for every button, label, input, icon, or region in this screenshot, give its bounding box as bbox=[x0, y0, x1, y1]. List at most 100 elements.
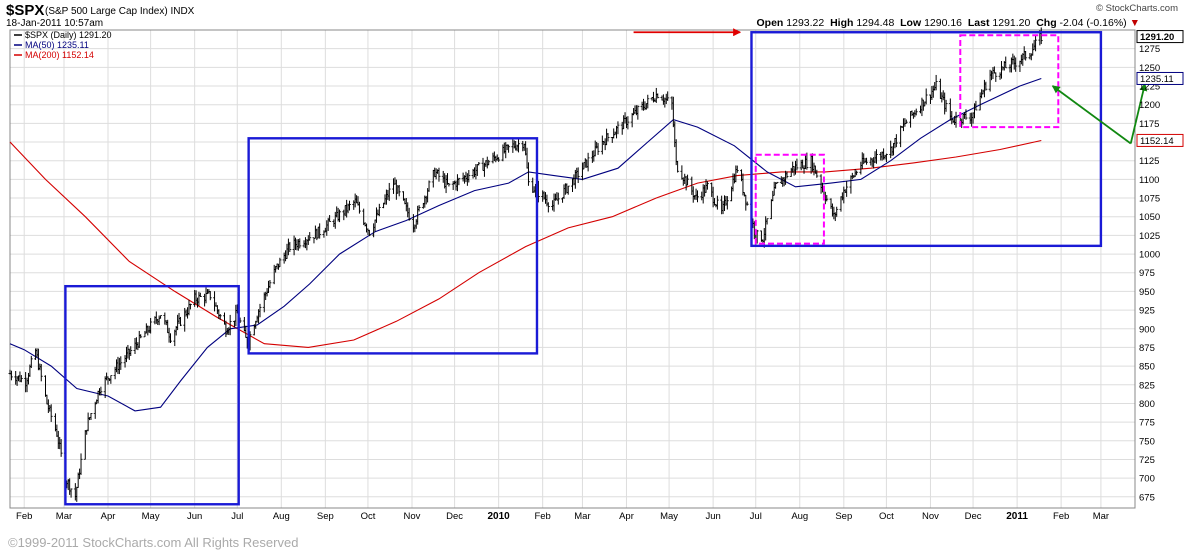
x-tick-label: Dec bbox=[446, 511, 463, 522]
price-bar bbox=[93, 401, 97, 419]
price-bar bbox=[288, 241, 292, 253]
price-bar bbox=[745, 201, 749, 206]
price-bar bbox=[805, 152, 809, 170]
price-bar bbox=[457, 177, 461, 186]
price-bar bbox=[944, 99, 948, 112]
price-bar bbox=[705, 181, 709, 190]
dashed-highlight-box bbox=[959, 34, 1060, 129]
price-bar bbox=[874, 149, 878, 164]
y-tick-label: 875 bbox=[1139, 343, 1155, 354]
price-bar bbox=[59, 439, 63, 457]
x-tick-label: Jul bbox=[750, 511, 762, 522]
x-tick-label: Mar bbox=[56, 511, 72, 522]
price-bar bbox=[308, 232, 312, 241]
last-label: Last bbox=[967, 17, 990, 29]
x-tick-label: Mar bbox=[574, 511, 590, 522]
price-bar bbox=[44, 375, 48, 397]
x-tick-label: Feb bbox=[16, 511, 32, 522]
price-bar bbox=[268, 280, 272, 289]
y-tick-label: 700 bbox=[1139, 474, 1155, 485]
price-bar bbox=[934, 74, 938, 91]
price-bar bbox=[258, 303, 262, 318]
x-tick-label: Jun bbox=[187, 511, 202, 522]
y-tick-label: 725 bbox=[1139, 455, 1155, 466]
price-bar bbox=[507, 144, 511, 153]
last-value: 1291.20 bbox=[992, 17, 1031, 29]
x-tick-label: Nov bbox=[922, 511, 939, 522]
highlight-box bbox=[64, 284, 240, 506]
green-arrow bbox=[1051, 85, 1132, 145]
high-label: High bbox=[830, 17, 854, 29]
price-bar bbox=[139, 334, 143, 339]
price-bar bbox=[676, 160, 680, 173]
price-bar bbox=[129, 346, 133, 357]
price-bar bbox=[954, 111, 958, 128]
y-tick-label: 1175 bbox=[1139, 119, 1159, 130]
price-bar bbox=[149, 317, 153, 334]
price-bar bbox=[338, 209, 342, 223]
x-tick-label: Apr bbox=[619, 511, 634, 522]
y-tick-label: 1200 bbox=[1139, 100, 1160, 111]
y-tick-label: 1050 bbox=[1139, 212, 1160, 223]
price-bar bbox=[387, 182, 391, 201]
price-bar bbox=[427, 180, 431, 192]
price-bar bbox=[546, 202, 550, 213]
price-bar bbox=[855, 170, 859, 176]
price-bar bbox=[477, 162, 481, 166]
x-tick-label: Feb bbox=[1053, 511, 1069, 522]
high-value: 1294.48 bbox=[856, 17, 895, 29]
price-bar bbox=[715, 195, 719, 210]
y-tick-label: 675 bbox=[1139, 492, 1155, 503]
x-tick-label: Jun bbox=[705, 511, 720, 522]
x-tick-label: Sep bbox=[317, 511, 334, 522]
price-bar bbox=[556, 192, 560, 205]
price-bar bbox=[347, 200, 351, 211]
y-tick-label: 975 bbox=[1139, 268, 1155, 279]
price-bar bbox=[377, 203, 381, 217]
price-bar bbox=[99, 386, 103, 396]
ma50-line bbox=[9, 77, 1042, 412]
y-tick-label: 925 bbox=[1139, 306, 1155, 317]
price-bar bbox=[775, 181, 779, 184]
price-bar bbox=[218, 314, 222, 320]
price-bar bbox=[298, 238, 302, 249]
plot-frame bbox=[9, 29, 1136, 509]
x-tick-label: Apr bbox=[101, 511, 116, 522]
price-bar bbox=[497, 157, 501, 162]
price-bar bbox=[447, 183, 451, 187]
green-arrow bbox=[1129, 82, 1148, 144]
ma200-line bbox=[9, 139, 1042, 348]
legend-label: $SPX (Daily) 1291.20 bbox=[25, 30, 112, 40]
chart-datetime: 18-Jan-2011 10:57am bbox=[6, 18, 104, 29]
x-tick-label: May bbox=[660, 511, 678, 522]
price-bar bbox=[328, 215, 332, 222]
price-bar bbox=[1004, 56, 1008, 69]
price-bar bbox=[815, 169, 819, 178]
price-bar bbox=[865, 157, 869, 165]
price-bar bbox=[1014, 57, 1018, 72]
brand-label[interactable]: © StockCharts.com bbox=[1096, 3, 1178, 14]
price-bar bbox=[417, 205, 421, 212]
exchange-label: INDX bbox=[170, 6, 195, 17]
price-bar bbox=[437, 167, 441, 182]
x-tick-label: Aug bbox=[273, 511, 290, 522]
price-bar bbox=[735, 165, 739, 173]
price-bar bbox=[39, 364, 43, 382]
price-bar bbox=[79, 453, 83, 475]
x-tick-label: Oct bbox=[879, 511, 894, 522]
last-value-box bbox=[1136, 71, 1184, 85]
price-bar bbox=[213, 291, 217, 312]
price-bar bbox=[835, 206, 839, 217]
change-down-icon: ▼ bbox=[1129, 17, 1140, 29]
last-value-label: 1291.20 bbox=[1140, 32, 1174, 43]
price-bar bbox=[825, 195, 829, 202]
x-tick-label: 2011 bbox=[1006, 511, 1028, 522]
price-bar bbox=[884, 153, 888, 163]
price-bar bbox=[517, 137, 521, 153]
highlight-box bbox=[247, 137, 539, 355]
price-bar bbox=[467, 170, 471, 183]
price-bar bbox=[318, 223, 322, 239]
x-tick-label: Oct bbox=[361, 511, 376, 522]
ma200-layer bbox=[9, 139, 1042, 348]
